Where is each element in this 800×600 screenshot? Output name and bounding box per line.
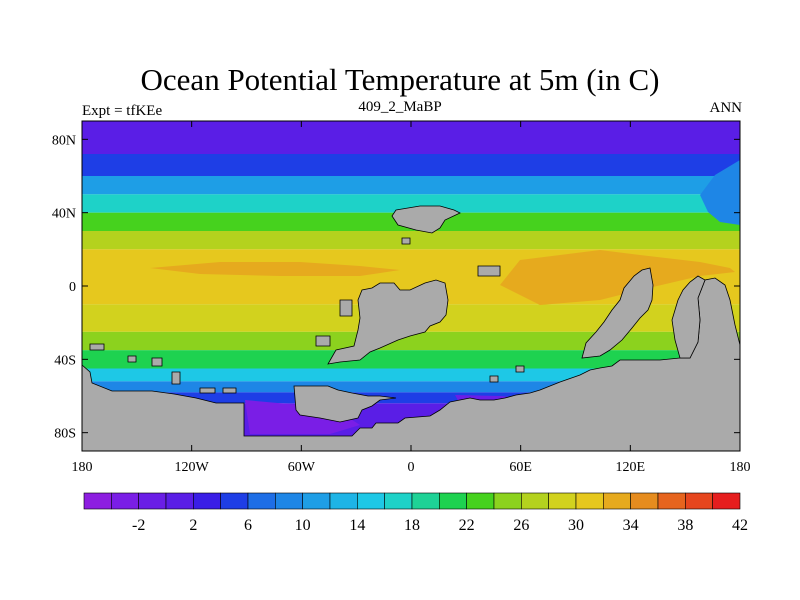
temperature-band — [82, 392, 740, 404]
colorbar-swatch — [138, 492, 167, 510]
colorbar-swatch — [548, 492, 577, 510]
colorbar-swatch — [111, 492, 139, 510]
island-b — [89, 343, 105, 351]
temperature-band — [82, 154, 740, 176]
island-j — [477, 265, 501, 277]
lon-tick-label: 180 — [72, 460, 93, 475]
cold-shelf-patch — [245, 400, 360, 434]
colorbar-swatch — [685, 492, 713, 510]
island-a — [171, 371, 181, 385]
colorbar-swatch — [439, 492, 467, 510]
australia-landmass — [671, 275, 706, 359]
colorbar-swatch — [712, 492, 741, 510]
temperature-band — [82, 194, 740, 213]
colorbar-label: 38 — [677, 517, 693, 534]
temperature-band — [82, 381, 740, 393]
colorbar-label: 34 — [623, 517, 639, 534]
colorbar-swatch — [83, 492, 112, 510]
colorbar-swatch — [575, 492, 604, 510]
lon-tick-label: 180 — [730, 460, 751, 475]
island-f — [222, 387, 237, 394]
colorbar-swatch — [466, 492, 495, 510]
island-l — [515, 365, 525, 373]
lat-tick-label: 80N — [52, 133, 76, 148]
colorbar-swatch — [657, 492, 686, 510]
lon-tick-label: 0 — [408, 460, 415, 475]
colorbar-swatch — [329, 492, 358, 510]
case-label: 409_2_MaBP — [358, 99, 442, 115]
colorbar-label: 6 — [244, 517, 252, 534]
colorbar-label: 30 — [568, 517, 584, 534]
colorbar-swatch — [493, 492, 522, 510]
colorbar-label: -2 — [132, 517, 145, 534]
lat-tick-label: 0 — [69, 280, 76, 295]
northern-landmass — [391, 205, 461, 234]
island-e — [199, 387, 216, 394]
colorbar-swatch — [275, 492, 303, 510]
island-h — [339, 299, 353, 317]
warm-band-patch — [150, 262, 400, 276]
colorbar-label: 26 — [513, 517, 529, 534]
colorbar: -2 2 6 10 14 18 22 26 30 34 38 42 — [83, 492, 748, 534]
colorbar-label: 14 — [349, 517, 365, 534]
experiment-label: Expt = tfKEe — [82, 103, 163, 119]
colorbar-swatch — [411, 492, 440, 510]
map-panel — [81, 120, 741, 452]
lon-tick-label: 60W — [288, 460, 316, 475]
island-i — [401, 237, 411, 245]
colorbar-label: 10 — [295, 517, 311, 534]
season-label: ANN — [709, 100, 743, 116]
warm-pool-patch — [500, 250, 735, 305]
island-d — [151, 357, 163, 367]
colorbar-swatch — [193, 492, 221, 510]
colorbar-label: 42 — [732, 517, 748, 534]
map-axes: 180 120W 60W 0 60E 120E 180 80N 40N 0 40S 80S — [52, 121, 751, 475]
lon-tick-label: 120E — [616, 460, 646, 475]
colorbar-swatch — [357, 492, 385, 510]
colorbar-swatch — [247, 492, 276, 510]
colorbar-swatch — [165, 492, 194, 510]
colorbar-swatch — [521, 492, 549, 510]
colorbar-label: 22 — [459, 517, 475, 534]
lon-tick-label: 60E — [509, 460, 532, 475]
africa-europe-landmass — [327, 279, 449, 365]
lat-tick-label: 40S — [54, 353, 76, 368]
colorbar-swatch — [384, 492, 413, 510]
temperature-band — [82, 176, 740, 195]
asia-landmass — [581, 267, 654, 359]
colorbar-swatch — [603, 492, 631, 510]
temperature-band — [82, 331, 740, 351]
colorbar-swatch — [220, 492, 249, 510]
cold-tongue-patch — [700, 160, 740, 225]
island-k — [489, 375, 499, 383]
colorbar-swatch — [630, 492, 659, 510]
temperature-band — [82, 350, 740, 369]
island-c — [127, 355, 137, 363]
plot-title: Ocean Potential Temperature at 5m (in C) — [140, 62, 660, 97]
colorbar-label: 2 — [189, 517, 197, 534]
colorbar-label: 18 — [404, 517, 420, 534]
lat-tick-label: 80S — [54, 427, 76, 442]
south-america-landmass — [293, 385, 397, 423]
lat-tick-label: 40N — [52, 207, 76, 222]
lon-tick-label: 120W — [175, 460, 210, 475]
colorbar-swatch — [302, 492, 331, 510]
temperature-band — [82, 231, 740, 250]
island-g — [315, 335, 331, 347]
